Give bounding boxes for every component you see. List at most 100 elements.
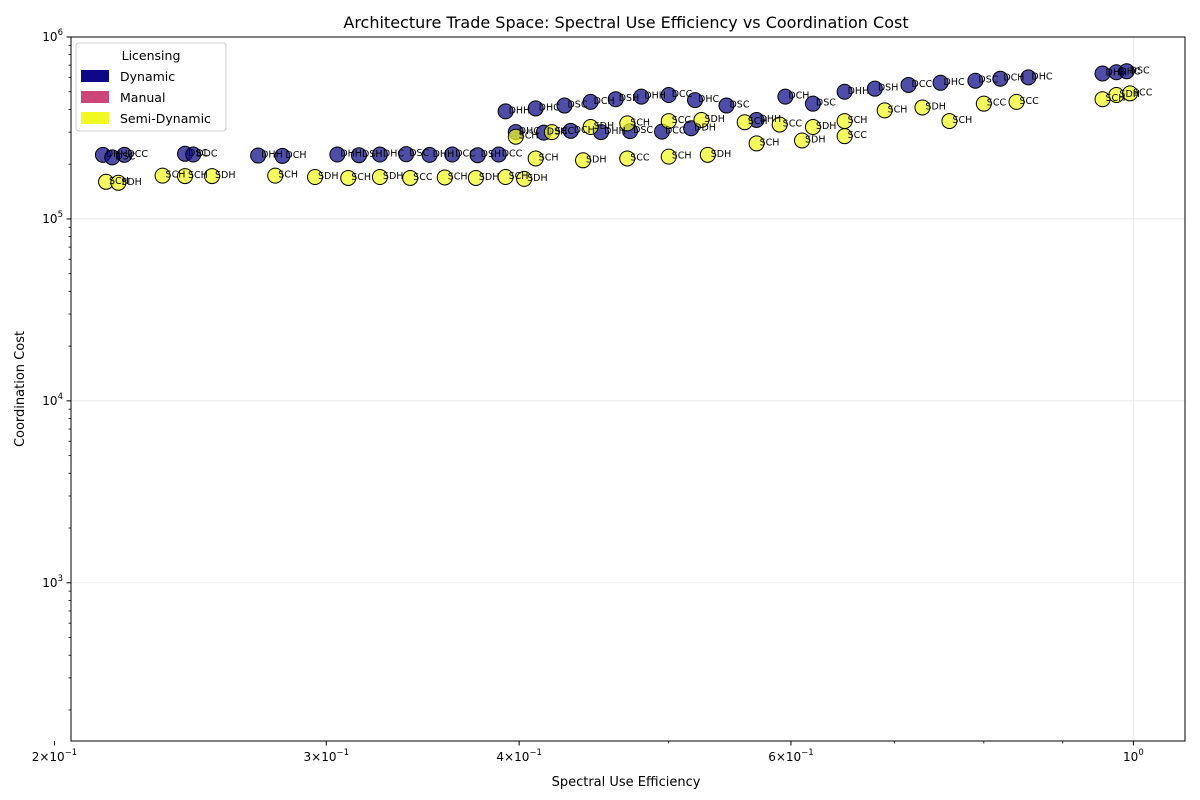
x-tick-label: 4×10−1 [496, 748, 542, 764]
dynamic-point-label: DHH [1106, 68, 1128, 79]
semi-dynamic-point-label: SDH [121, 177, 141, 188]
dynamic-point [250, 147, 267, 164]
dynamic-point-label: DHH [509, 105, 531, 116]
dynamic-point-label: DHH [106, 149, 128, 160]
legend: Licensing Dynamic Manual Semi-Dynamic [75, 42, 227, 132]
dynamic-point-label: DCH [574, 125, 595, 136]
semi-dynamic-point [836, 128, 853, 145]
semi-dynamic-point [177, 168, 194, 185]
semi-dynamic-point-label: SDH [318, 171, 339, 182]
x-tick-label: 100 [1123, 748, 1144, 764]
semi-dynamic-point [204, 168, 221, 185]
dynamic-point-label: DSH [481, 149, 502, 160]
dynamic-point-label: DHH [340, 149, 362, 160]
dynamic-point-label: DHC [519, 126, 540, 137]
dynamic-point [900, 76, 917, 93]
semi-dynamic-point [110, 174, 127, 191]
y-tick-label: 105 [42, 210, 63, 226]
dynamic-point [469, 147, 486, 164]
dynamic-point-label: DHH [261, 150, 283, 161]
dynamic-point-label: DSH [547, 127, 568, 138]
dynamic-point [660, 86, 677, 103]
semi-dynamic-point-label: SDH [805, 134, 826, 145]
legend-swatch-manual [81, 91, 109, 103]
semi-dynamic-point-label: SDH [594, 121, 615, 132]
dynamic-point-label: DSC [633, 125, 653, 136]
dynamic-point-label: DSH [878, 83, 899, 94]
semi-dynamic-point [497, 169, 514, 186]
semi-dynamic-point [267, 167, 284, 184]
semi-dynamic-point [975, 95, 992, 112]
dynamic-point-label: DSC [1130, 65, 1150, 76]
semi-dynamic-point-label: SCH [888, 104, 908, 115]
x-tick-label: 3×10−1 [304, 748, 350, 764]
semi-dynamic-point [1008, 93, 1025, 110]
legend-label-semi-dynamic: Semi-Dynamic [120, 111, 211, 126]
dynamic-point-label: DCC [665, 126, 686, 137]
dynamic-point-label: DCH [1003, 73, 1024, 84]
semi-dynamic-point [914, 99, 931, 116]
semi-dynamic-point-label: SCH [519, 131, 539, 142]
dynamic-point-label: DDH [694, 122, 716, 133]
dynamic-point-label: DHH [848, 86, 870, 97]
semi-dynamic-point [1122, 85, 1139, 102]
semi-dynamic-point-label: SCH [630, 117, 650, 128]
dynamic-point [992, 70, 1009, 87]
dynamic-point [932, 74, 949, 91]
semi-dynamic-point-label: SDH [527, 173, 548, 184]
semi-dynamic-point-label: SCH [278, 170, 298, 181]
dynamic-point [687, 92, 704, 109]
dynamic-point [562, 122, 579, 139]
legend-title: Licensing [122, 48, 181, 63]
semi-dynamic-point [619, 150, 636, 167]
dynamic-point-label: DHC [698, 94, 719, 105]
y-axis-title: Coordination Cost [13, 331, 28, 447]
chart-title: Architecture Trade Space: Spectral Use E… [343, 13, 908, 32]
semi-dynamic-point-label: SDH [711, 149, 732, 160]
dynamic-point-label: DSH [619, 93, 640, 104]
dynamic-point-label: DHC [944, 77, 965, 88]
semi-dynamic-point-label: SCH [539, 152, 559, 163]
dynamic-point-label: DCH [788, 91, 809, 102]
semi-dynamic-point [371, 169, 388, 186]
dynamic-point [866, 80, 883, 97]
semi-dynamic-point-label: SCH [748, 116, 768, 127]
semi-dynamic-point [582, 119, 599, 136]
dynamic-point [1118, 63, 1135, 80]
semi-dynamic-point-label: SCH [1106, 93, 1126, 104]
semi-dynamic-point-label: SCH [848, 115, 868, 126]
dynamic-point-label: DCC [502, 149, 523, 160]
dynamic-point-label: DHC [383, 149, 404, 160]
semi-dynamic-point [660, 113, 677, 130]
semi-dynamic-point [436, 169, 453, 186]
dynamic-point [329, 146, 346, 163]
dynamic-point-label: DSC [816, 98, 836, 109]
semi-dynamic-point-label: SCH [760, 137, 780, 148]
semi-dynamic-point-label: SDH [704, 114, 725, 125]
dynamic-point [497, 103, 514, 120]
semi-dynamic-point-label: SCH [448, 171, 468, 182]
dynamic-point-label: DHC [1119, 66, 1140, 77]
dynamic-point-label: DSC [978, 75, 998, 86]
dynamic-point-label: DHH [760, 114, 782, 125]
semi-dynamic-point-label: SCC [555, 126, 575, 137]
dynamic-point [718, 97, 735, 114]
semi-dynamic-point [699, 146, 716, 163]
dynamic-point [607, 91, 624, 108]
semi-dynamic-point [467, 169, 484, 186]
y-tick-label: 104 [42, 392, 63, 408]
semi-dynamic-point-label: SCC [672, 115, 692, 126]
dynamic-point [836, 83, 853, 100]
dynamic-point [582, 93, 599, 110]
semi-dynamic-point-label: SCC [987, 98, 1007, 109]
semi-dynamic-point [543, 124, 560, 141]
semi-dynamic-point-label: SDH [586, 154, 607, 165]
legend-box [75, 42, 227, 132]
data-points [94, 63, 1139, 191]
semi-dynamic-point-label: SDH [816, 121, 837, 132]
semi-dynamic-point [619, 115, 636, 132]
dynamic-point [633, 88, 650, 105]
dynamic-point [421, 146, 438, 163]
